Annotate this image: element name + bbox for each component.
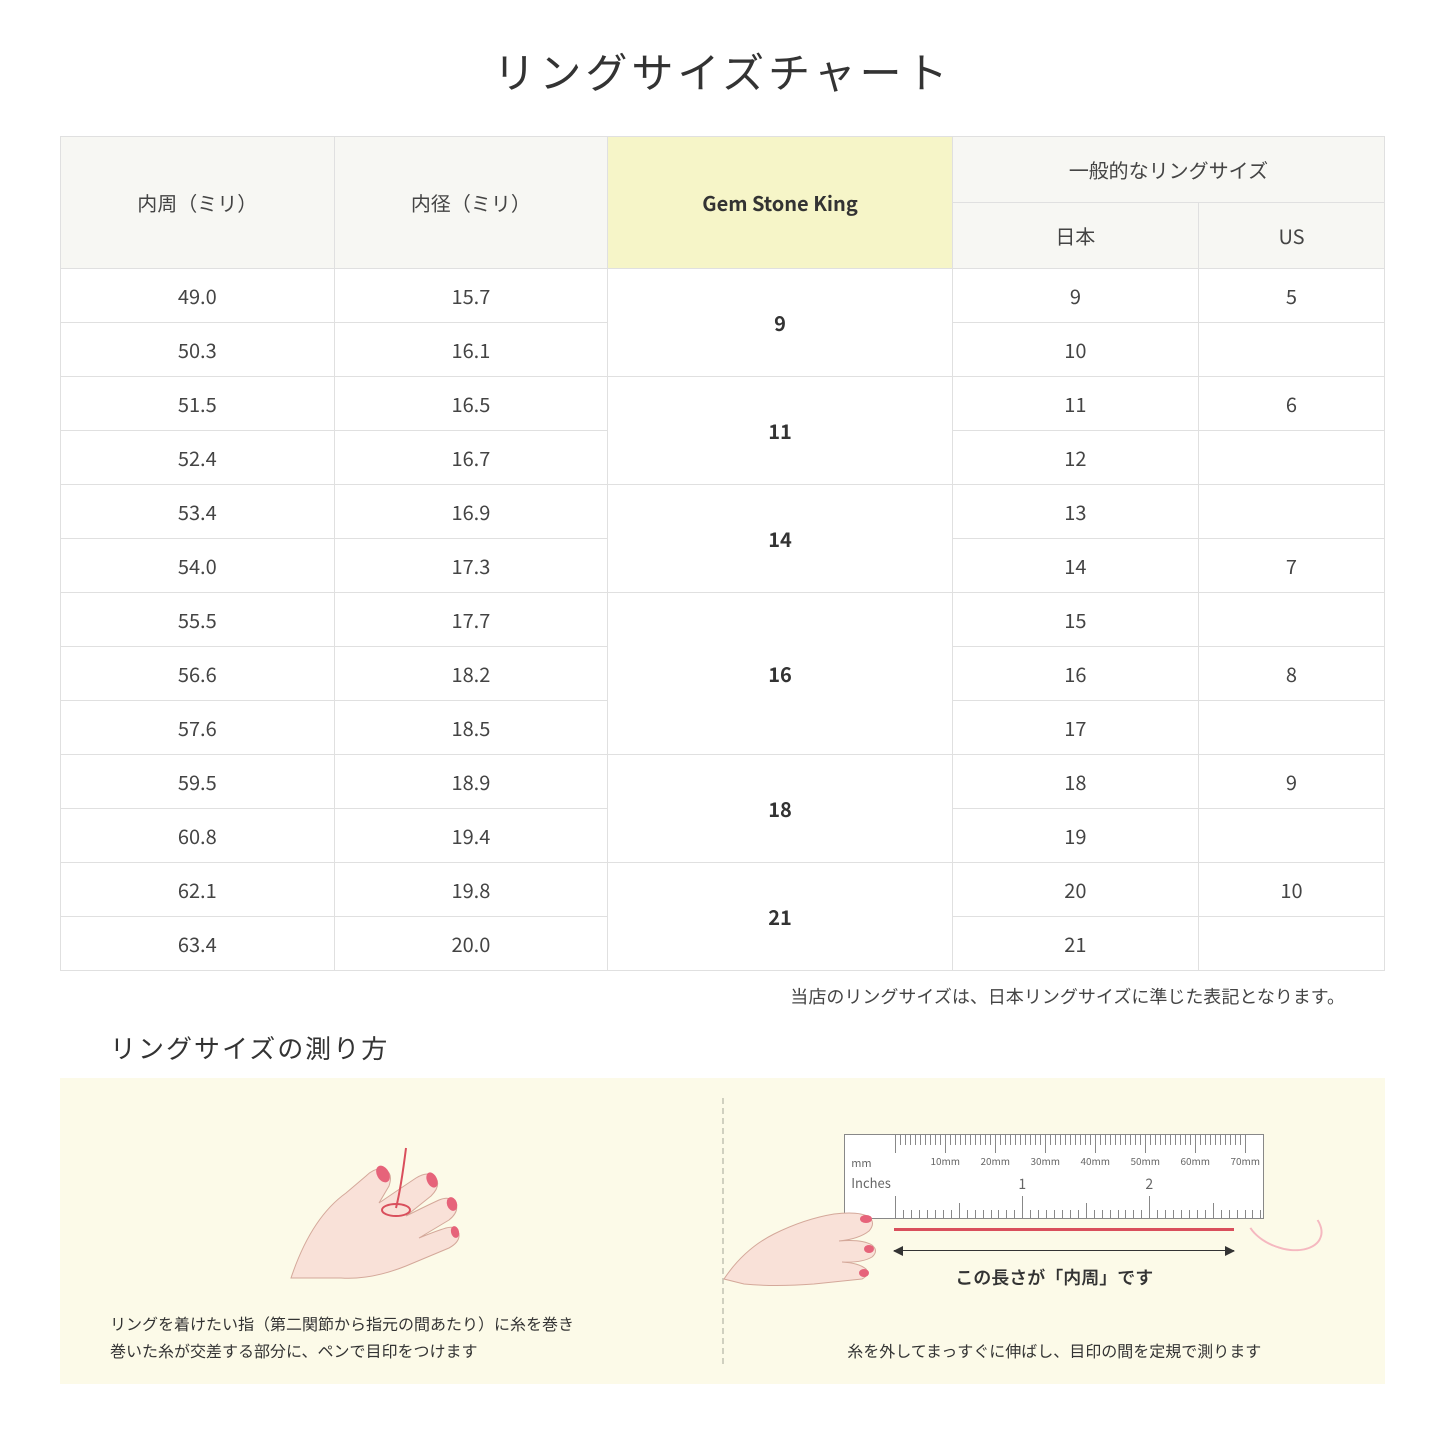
cell-us: 7: [1198, 539, 1384, 593]
cell-circ: 52.4: [61, 431, 335, 485]
mm-mark: 10mm: [930, 1153, 960, 1168]
cell-jp: 18: [952, 755, 1198, 809]
ruler: mm Inches 10mm20mm30mm40mm50mm60mm70mm12: [844, 1134, 1264, 1219]
hand-holding-thread: [714, 1159, 894, 1289]
cell-us: [1198, 485, 1384, 539]
header-gsk: Gem Stone King: [608, 137, 953, 269]
measure-label: この長さが「内周」です: [955, 1264, 1153, 1290]
cell-dia: 20.0: [334, 917, 608, 971]
table-row: 51.516.511116: [61, 377, 1385, 431]
header-diameter: 内径（ミリ）: [334, 137, 608, 269]
cell-gsk: 9: [608, 269, 953, 377]
cell-circ: 56.6: [61, 647, 335, 701]
measure-arrow: [894, 1250, 1234, 1251]
cell-jp: 20: [952, 863, 1198, 917]
cell-dia: 17.7: [334, 593, 608, 647]
cell-gsk: 21: [608, 863, 953, 971]
cell-us: [1198, 431, 1384, 485]
left-caption: リングを着けたい指（第二関節から指元の間あたり）に糸を巻き巻いた糸が交差する部分…: [90, 1310, 692, 1364]
cell-us: [1198, 809, 1384, 863]
cell-circ: 59.5: [61, 755, 335, 809]
cell-jp: 11: [952, 377, 1198, 431]
instruction-left: リングを着けたい指（第二関節から指元の間あたり）に糸を巻き巻いた糸が交差する部分…: [60, 1078, 722, 1384]
cell-us: 5: [1198, 269, 1384, 323]
page-title: リングサイズチャート: [60, 40, 1385, 101]
cell-dia: 15.7: [334, 269, 608, 323]
cell-jp: 12: [952, 431, 1198, 485]
cell-us: 8: [1198, 647, 1384, 701]
table-row: 59.518.918189: [61, 755, 1385, 809]
cell-us: [1198, 323, 1384, 377]
header-circumference: 内周（ミリ）: [61, 137, 335, 269]
mm-mark: 50mm: [1130, 1153, 1160, 1168]
cell-gsk: 11: [608, 377, 953, 485]
cell-jp: 14: [952, 539, 1198, 593]
cell-us: [1198, 917, 1384, 971]
mm-mark: 70mm: [1230, 1153, 1260, 1168]
cell-dia: 16.7: [334, 431, 608, 485]
cell-dia: 16.9: [334, 485, 608, 539]
hand-wrap-illustration: [90, 1098, 692, 1298]
cell-jp: 21: [952, 917, 1198, 971]
cell-dia: 16.1: [334, 323, 608, 377]
table-row: 49.015.7995: [61, 269, 1385, 323]
cell-circ: 57.6: [61, 701, 335, 755]
cell-jp: 15: [952, 593, 1198, 647]
inch-mark: 1: [1018, 1174, 1026, 1194]
header-general: 一般的なリングサイズ: [952, 137, 1384, 203]
cell-jp: 17: [952, 701, 1198, 755]
cell-circ: 60.8: [61, 809, 335, 863]
right-caption: 糸を外してまっすぐに伸ばし、目印の間を定規で測ります: [754, 1337, 1356, 1364]
inch-mark: 2: [1145, 1174, 1153, 1194]
header-jp: 日本: [952, 203, 1198, 269]
cell-gsk: 16: [608, 593, 953, 755]
instructions-title: リングサイズの測り方: [110, 1029, 1385, 1066]
cell-circ: 54.0: [61, 539, 335, 593]
cell-us: [1198, 593, 1384, 647]
cell-dia: 18.5: [334, 701, 608, 755]
table-note: 当店のリングサイズは、日本リングサイズに準じた表記となります。: [60, 983, 1385, 1009]
instructions-panel: リングを着けたい指（第二関節から指元の間あたり）に糸を巻き巻いた糸が交差する部分…: [60, 1078, 1385, 1384]
cell-jp: 16: [952, 647, 1198, 701]
cell-us: [1198, 701, 1384, 755]
thread-line: [894, 1228, 1234, 1231]
mm-mark: 20mm: [980, 1153, 1010, 1168]
cell-dia: 18.9: [334, 755, 608, 809]
mm-mark: 40mm: [1080, 1153, 1110, 1168]
cell-jp: 10: [952, 323, 1198, 377]
cell-us: 6: [1198, 377, 1384, 431]
cell-dia: 17.3: [334, 539, 608, 593]
mm-mark: 30mm: [1030, 1153, 1060, 1168]
cell-jp: 9: [952, 269, 1198, 323]
header-us: US: [1198, 203, 1384, 269]
cell-gsk: 18: [608, 755, 953, 863]
cell-dia: 16.5: [334, 377, 608, 431]
cell-circ: 63.4: [61, 917, 335, 971]
cell-gsk: 14: [608, 485, 953, 593]
cell-jp: 13: [952, 485, 1198, 539]
table-row: 53.416.91413: [61, 485, 1385, 539]
cell-us: 10: [1198, 863, 1384, 917]
table-row: 55.517.71615: [61, 593, 1385, 647]
cell-circ: 50.3: [61, 323, 335, 377]
cell-circ: 49.0: [61, 269, 335, 323]
mm-mark: 60mm: [1180, 1153, 1210, 1168]
cell-circ: 62.1: [61, 863, 335, 917]
cell-us: 9: [1198, 755, 1384, 809]
cell-circ: 53.4: [61, 485, 335, 539]
instruction-right: mm Inches 10mm20mm30mm40mm50mm60mm70mm12…: [724, 1078, 1386, 1384]
size-chart-table: 内周（ミリ） 内径（ミリ） Gem Stone King 一般的なリングサイズ …: [60, 136, 1385, 971]
cell-jp: 19: [952, 809, 1198, 863]
cell-circ: 55.5: [61, 593, 335, 647]
ruler-illustration: mm Inches 10mm20mm30mm40mm50mm60mm70mm12…: [754, 1098, 1356, 1325]
cell-circ: 51.5: [61, 377, 335, 431]
cell-dia: 18.2: [334, 647, 608, 701]
cell-dia: 19.8: [334, 863, 608, 917]
cell-dia: 19.4: [334, 809, 608, 863]
table-row: 62.119.8212010: [61, 863, 1385, 917]
